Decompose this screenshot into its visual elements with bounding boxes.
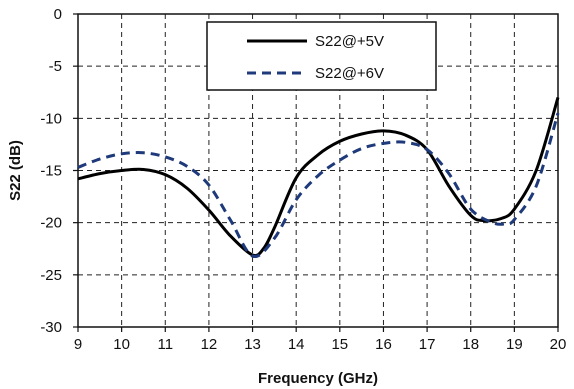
- legend-box: [206, 21, 437, 91]
- y-tick-label: -10: [40, 110, 62, 127]
- x-tick-label: 12: [201, 336, 218, 353]
- legend: S22@+5V S22@+6V: [206, 21, 437, 91]
- x-tick-label: 14: [288, 336, 305, 353]
- x-tick-label: 18: [462, 336, 479, 353]
- y-tick-label: -25: [40, 267, 62, 284]
- y-tick-label: -30: [40, 319, 62, 336]
- y-tick-label: -15: [40, 163, 62, 180]
- y-tick-labels: 0 -5 -10 -15 -20 -25 -30: [40, 6, 78, 336]
- series-line-s22-5v: [77, 97, 560, 258]
- x-tick-label: 9: [74, 336, 82, 353]
- x-tick-label: 19: [506, 336, 523, 353]
- x-tick-label: 11: [157, 336, 173, 353]
- legend-label-s22-5v: S22@+5V: [315, 33, 384, 50]
- grid-lines: [78, 14, 558, 327]
- y-tick-label: -5: [49, 58, 62, 75]
- y-axis-label: S22 (dB): [7, 140, 24, 201]
- x-tick-label: 16: [375, 336, 392, 353]
- y-tick-label: 0: [54, 6, 62, 23]
- x-tick-labels: 9 10 11 12 13 14 15 16 17 18 19 20: [74, 327, 567, 353]
- x-tick-label: 20: [550, 336, 567, 353]
- series-layer: [77, 97, 560, 259]
- x-tick-label: 17: [419, 336, 436, 353]
- x-tick-label: 13: [244, 336, 261, 353]
- x-tick-label: 15: [331, 336, 348, 353]
- legend-label-s22-6v: S22@+6V: [315, 65, 384, 82]
- x-axis-label: Frequency (GHz): [258, 370, 378, 387]
- y-tick-label: -20: [40, 215, 62, 232]
- series-line-s22-6v: [77, 112, 560, 259]
- x-tick-label: 10: [113, 336, 130, 353]
